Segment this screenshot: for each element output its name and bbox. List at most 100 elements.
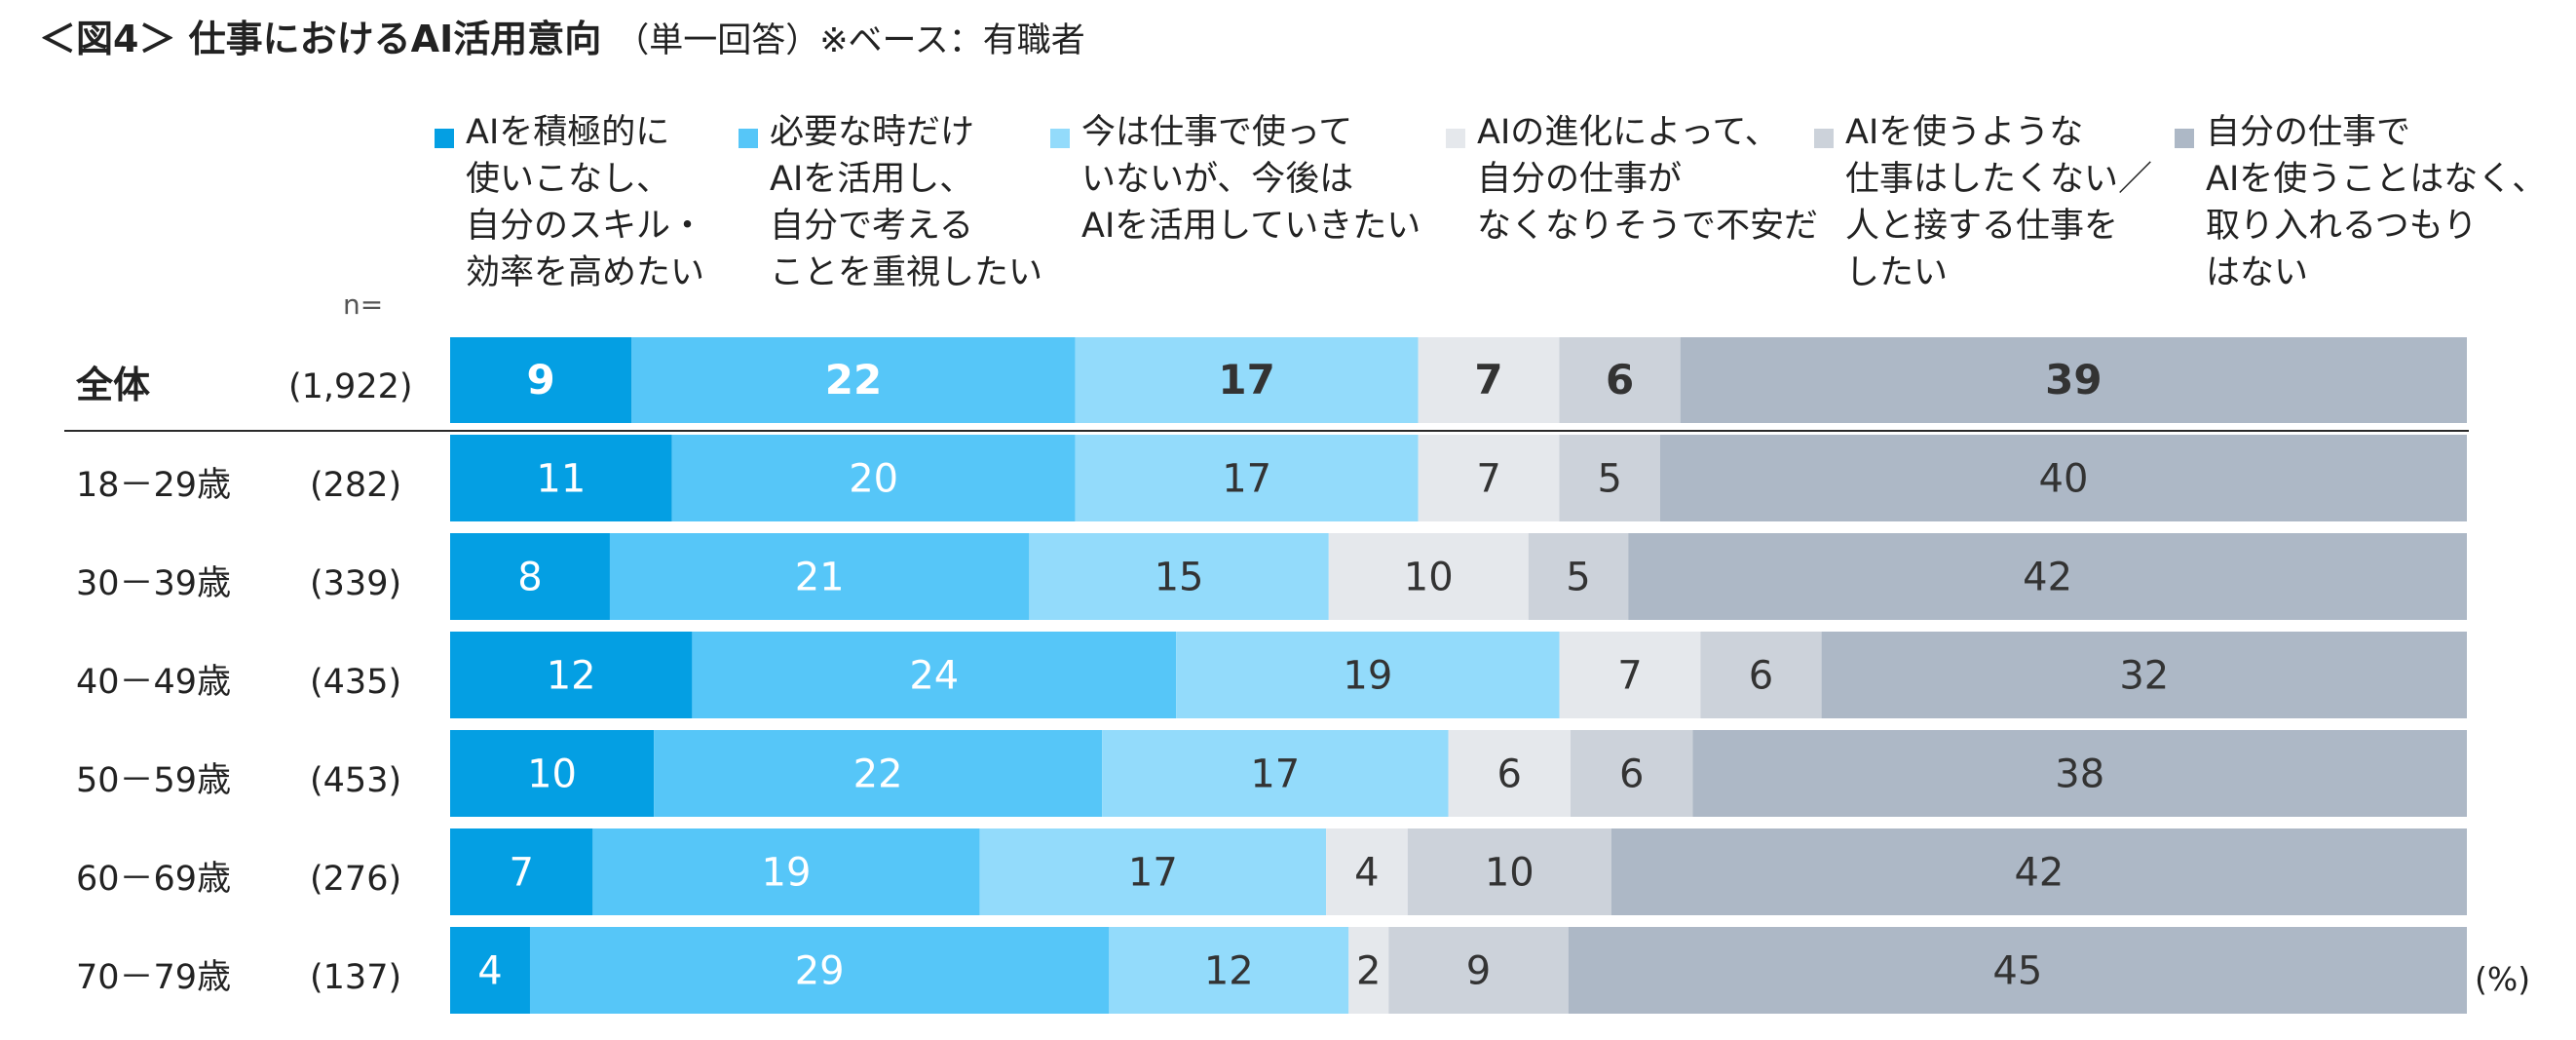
legend-swatch-5 bbox=[1814, 129, 1834, 148]
data-label-r1-s5: 40 bbox=[2039, 457, 2089, 502]
data-label-r5-s0: 7 bbox=[509, 851, 533, 896]
bar-segment-r1-s1 bbox=[671, 435, 1076, 521]
data-label-r4-s5: 38 bbox=[2055, 752, 2104, 797]
bar-segment-r0-s2 bbox=[1075, 337, 1419, 423]
bar-segment-r6-s5 bbox=[1568, 927, 2467, 1014]
bar-segment-r2-s0 bbox=[450, 533, 610, 620]
bar-segment-r0-s1 bbox=[631, 337, 1076, 423]
n-label: n= bbox=[343, 289, 384, 321]
data-label-r2-s3: 10 bbox=[1404, 556, 1454, 600]
bar-segment-r0-s4 bbox=[1559, 337, 1681, 423]
bar-segment-r2-s4 bbox=[1528, 533, 1629, 620]
bar-segment-r1-s2 bbox=[1075, 435, 1419, 521]
data-label-r4-s0: 10 bbox=[527, 752, 577, 797]
data-label-r5-s2: 17 bbox=[1128, 851, 1178, 896]
data-label-r5-s5: 42 bbox=[2014, 851, 2064, 896]
data-label-r0-s4: 6 bbox=[1606, 356, 1634, 404]
total-separator-line bbox=[64, 430, 2469, 432]
data-label-r1-s2: 17 bbox=[1222, 457, 1271, 502]
data-label-r3-s4: 6 bbox=[1749, 654, 1773, 699]
bar-segment-r4-s3 bbox=[1448, 730, 1571, 817]
data-label-r6-s3: 2 bbox=[1356, 949, 1381, 994]
n-value-60-69: (276) bbox=[310, 860, 402, 899]
legend-swatch-3 bbox=[1050, 129, 1070, 148]
bar-segment-r3-s3 bbox=[1559, 632, 1701, 718]
bar-segment-r0-s5 bbox=[1680, 337, 2467, 423]
data-label-r6-s4: 9 bbox=[1466, 949, 1491, 994]
bar-segment-r4-s1 bbox=[654, 730, 1103, 817]
legend-swatch-1 bbox=[435, 129, 454, 148]
unit-label: (%) bbox=[2475, 960, 2531, 998]
bar-segment-r0-s0 bbox=[450, 337, 632, 423]
legend-label-3: 今は仕事で使って いないが、今後は AIを活用していきたい bbox=[1081, 113, 1421, 246]
bar-segment-r3-s5 bbox=[1821, 632, 2467, 718]
row-label-50-59: 50－59歳 bbox=[76, 761, 232, 800]
bar-segment-r6-s2 bbox=[1109, 927, 1349, 1014]
data-label-r6-s0: 4 bbox=[477, 949, 502, 994]
bar-segment-r3-s1 bbox=[692, 632, 1177, 718]
bar-segment-r0-s3 bbox=[1418, 337, 1560, 423]
n-value-18-29: (282) bbox=[310, 466, 402, 505]
bar-segment-r5-s2 bbox=[979, 828, 1327, 915]
bar-segment-r2-s5 bbox=[1628, 533, 2467, 620]
bar-segment-r1-s0 bbox=[450, 435, 672, 521]
data-label-r0-s2: 17 bbox=[1218, 356, 1274, 404]
row-label-60-69: 60－69歳 bbox=[76, 860, 232, 899]
chart-title-sub: （単一回答）※ベース：有職者 bbox=[615, 21, 1085, 60]
bar-segment-r2-s2 bbox=[1029, 533, 1329, 620]
data-label-r4-s2: 17 bbox=[1250, 752, 1300, 797]
bar-segment-r6-s1 bbox=[529, 927, 1110, 1014]
row-label-40-49: 40－49歳 bbox=[76, 663, 232, 702]
n-value-70-79: (137) bbox=[310, 958, 402, 997]
data-label-r1-s1: 20 bbox=[849, 457, 898, 502]
bar-segment-r5-s5 bbox=[1610, 828, 2467, 915]
bar-segment-r6-s3 bbox=[1348, 927, 1389, 1014]
row-label-18-29: 18－29歳 bbox=[76, 466, 232, 505]
data-label-r1-s4: 5 bbox=[1598, 457, 1622, 502]
bar-segment-r4-s0 bbox=[450, 730, 655, 817]
bar-segment-r5-s3 bbox=[1326, 828, 1408, 915]
bar-segment-r4-s2 bbox=[1102, 730, 1449, 817]
data-label-r4-s3: 6 bbox=[1497, 752, 1522, 797]
data-label-r2-s1: 21 bbox=[795, 556, 845, 600]
data-label-r6-s1: 29 bbox=[795, 949, 845, 994]
data-label-r4-s1: 22 bbox=[853, 752, 903, 797]
data-label-r1-s3: 7 bbox=[1476, 457, 1500, 502]
bar-segment-r4-s4 bbox=[1571, 730, 1693, 817]
data-label-r0-s3: 7 bbox=[1474, 356, 1502, 404]
data-label-r1-s0: 11 bbox=[536, 457, 586, 502]
data-label-r2-s0: 8 bbox=[517, 556, 542, 600]
bar-segment-r5-s1 bbox=[592, 828, 980, 915]
data-label-r3-s0: 12 bbox=[547, 654, 596, 699]
data-label-r5-s3: 4 bbox=[1354, 851, 1379, 896]
bar-segment-r3-s2 bbox=[1176, 632, 1560, 718]
chart-title-main: ＜図4＞ 仕事におけるAI活用意向 bbox=[39, 18, 602, 60]
data-label-r0-s5: 39 bbox=[2045, 356, 2102, 404]
bar-segment-r6-s4 bbox=[1388, 927, 1569, 1014]
bar-segment-r1-s5 bbox=[1660, 435, 2467, 521]
legend-swatch-2 bbox=[739, 129, 758, 148]
data-label-r6-s5: 45 bbox=[1992, 949, 2042, 994]
bar-segment-r5-s0 bbox=[450, 828, 593, 915]
data-label-r5-s4: 10 bbox=[1485, 851, 1534, 896]
row-label-total: 全体 bbox=[76, 364, 151, 406]
legend-swatch-6 bbox=[2175, 129, 2194, 148]
bar-segment-r2-s3 bbox=[1328, 533, 1529, 620]
data-label-r0-s1: 22 bbox=[825, 356, 882, 404]
data-label-r2-s2: 15 bbox=[1155, 556, 1204, 600]
bar-segment-r6-s0 bbox=[450, 927, 530, 1014]
bar-segment-r4-s5 bbox=[1692, 730, 2467, 817]
legend-label-2: 必要な時だけ AIを活用し、 自分で考える ことを重視したい bbox=[770, 113, 1043, 292]
data-label-r3-s1: 24 bbox=[909, 654, 959, 699]
legend-label-5: AIを使うような 仕事はしたくない／ 人と接する仕事を したい bbox=[1845, 113, 2153, 292]
n-value-30-39: (339) bbox=[310, 564, 402, 603]
n-value-40-49: (435) bbox=[310, 663, 402, 702]
bar-segment-r3-s0 bbox=[450, 632, 693, 718]
n-value-total: (1,922) bbox=[288, 367, 413, 406]
legend-label-4: AIの進化によって、 自分の仕事が なくなりそうで不安だ bbox=[1477, 113, 1819, 246]
data-label-r6-s2: 12 bbox=[1204, 949, 1254, 994]
data-label-r3-s5: 32 bbox=[2119, 654, 2169, 699]
data-label-r3-s2: 19 bbox=[1343, 654, 1392, 699]
bar-segment-r2-s1 bbox=[609, 533, 1030, 620]
